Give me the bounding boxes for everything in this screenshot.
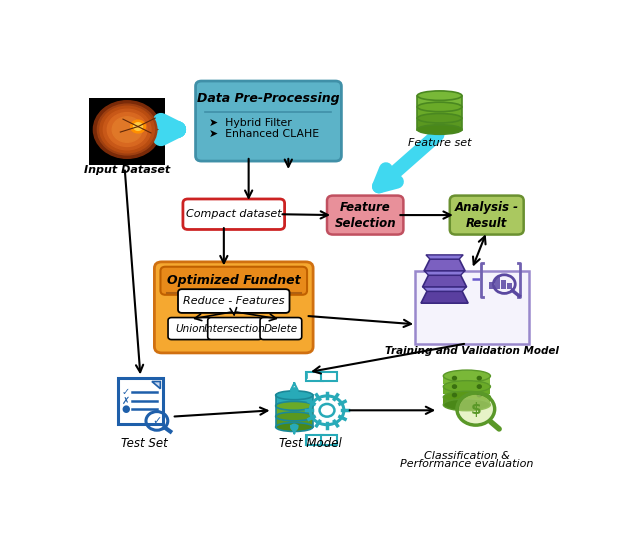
FancyBboxPatch shape (276, 416, 313, 427)
FancyBboxPatch shape (507, 283, 512, 289)
FancyBboxPatch shape (208, 317, 262, 339)
Ellipse shape (276, 412, 313, 421)
Text: Training and Validation Model: Training and Validation Model (385, 346, 559, 356)
FancyBboxPatch shape (417, 107, 462, 118)
Ellipse shape (417, 102, 462, 112)
Text: ✓: ✓ (152, 416, 161, 426)
Circle shape (291, 388, 298, 394)
FancyBboxPatch shape (183, 199, 285, 229)
Text: $: $ (470, 402, 481, 416)
Text: ✗: ✗ (122, 395, 130, 405)
Circle shape (459, 395, 493, 424)
Circle shape (477, 393, 481, 397)
FancyBboxPatch shape (444, 376, 490, 384)
Polygon shape (421, 292, 468, 303)
FancyBboxPatch shape (417, 118, 462, 130)
Polygon shape (424, 259, 465, 271)
Circle shape (93, 101, 161, 158)
FancyBboxPatch shape (321, 435, 337, 444)
Circle shape (291, 424, 298, 430)
FancyBboxPatch shape (90, 98, 165, 166)
FancyBboxPatch shape (327, 196, 403, 234)
Text: Compact dataset: Compact dataset (186, 209, 282, 219)
FancyBboxPatch shape (444, 387, 490, 394)
Ellipse shape (444, 381, 490, 393)
Ellipse shape (276, 402, 313, 410)
Circle shape (452, 376, 456, 380)
FancyBboxPatch shape (321, 372, 337, 381)
Text: Analysis -
Result: Analysis - Result (454, 201, 519, 229)
Ellipse shape (444, 370, 490, 382)
FancyBboxPatch shape (276, 395, 313, 406)
FancyBboxPatch shape (168, 317, 212, 339)
Text: Reduce - Features: Reduce - Features (183, 296, 285, 306)
Polygon shape (152, 382, 161, 389)
Text: Input Dataset: Input Dataset (84, 165, 170, 175)
FancyBboxPatch shape (161, 267, 307, 295)
Text: ●: ● (122, 404, 130, 414)
Text: Feature
Selection: Feature Selection (334, 201, 396, 229)
FancyBboxPatch shape (495, 277, 500, 289)
Circle shape (477, 376, 481, 380)
Text: ✓: ✓ (122, 387, 130, 397)
Text: Delete: Delete (264, 323, 298, 333)
Ellipse shape (417, 113, 462, 123)
FancyBboxPatch shape (306, 435, 323, 444)
FancyBboxPatch shape (306, 372, 323, 381)
Circle shape (452, 385, 456, 388)
Circle shape (97, 104, 157, 155)
FancyBboxPatch shape (196, 81, 341, 161)
Polygon shape (423, 287, 466, 292)
FancyBboxPatch shape (415, 271, 529, 344)
FancyBboxPatch shape (489, 282, 494, 289)
Circle shape (452, 393, 456, 397)
Ellipse shape (444, 391, 490, 403)
Text: Performance evaluation: Performance evaluation (400, 459, 534, 469)
Ellipse shape (276, 422, 313, 432)
Text: Test Model: Test Model (279, 437, 342, 450)
Ellipse shape (444, 399, 490, 411)
Text: Test Set: Test Set (121, 437, 168, 450)
Ellipse shape (276, 391, 313, 400)
Circle shape (134, 123, 143, 130)
Text: Intersection: Intersection (204, 323, 266, 333)
FancyBboxPatch shape (276, 406, 313, 416)
FancyBboxPatch shape (450, 196, 524, 234)
FancyBboxPatch shape (417, 96, 462, 107)
Text: Feature set: Feature set (408, 138, 471, 148)
FancyBboxPatch shape (444, 397, 490, 405)
Polygon shape (422, 275, 467, 287)
Circle shape (131, 120, 145, 133)
FancyBboxPatch shape (118, 378, 163, 425)
FancyBboxPatch shape (260, 317, 301, 339)
Circle shape (112, 117, 142, 142)
Text: ➤  Hybrid Filter: ➤ Hybrid Filter (209, 118, 292, 128)
Circle shape (108, 113, 147, 146)
Circle shape (103, 109, 151, 150)
Text: Data Pre-Processing: Data Pre-Processing (197, 92, 340, 105)
Circle shape (477, 385, 481, 388)
Text: Classification &: Classification & (424, 450, 509, 460)
Text: Union: Union (175, 323, 205, 333)
Ellipse shape (417, 91, 462, 101)
Ellipse shape (417, 125, 462, 134)
FancyBboxPatch shape (178, 289, 289, 313)
Text: ➤  Enhanced CLAHE: ➤ Enhanced CLAHE (209, 129, 319, 139)
FancyBboxPatch shape (154, 262, 313, 353)
FancyBboxPatch shape (501, 280, 506, 289)
Polygon shape (426, 255, 463, 259)
Polygon shape (424, 271, 465, 275)
Circle shape (100, 106, 154, 153)
Text: Optimized Fundnet: Optimized Fundnet (167, 274, 301, 287)
